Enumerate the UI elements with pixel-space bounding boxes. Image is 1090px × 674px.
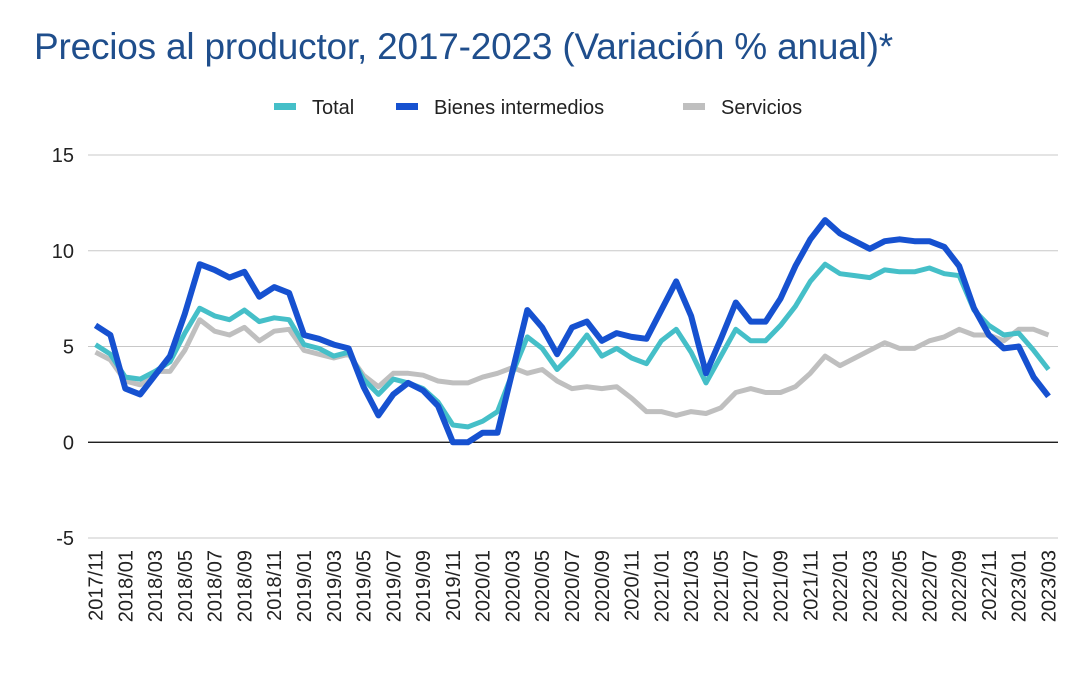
x-tick-label: 2022/09 xyxy=(949,550,971,622)
x-tick-label: 2019/05 xyxy=(354,550,376,622)
x-tick-label: 2018/07 xyxy=(205,550,227,622)
x-tick-label: 2023/03 xyxy=(1039,550,1061,622)
x-tick-label: 2018/11 xyxy=(264,550,286,621)
x-tick-label: 2020/11 xyxy=(622,550,644,621)
x-tick-label: 2018/03 xyxy=(145,550,167,622)
y-tick-label: 0 xyxy=(63,432,74,454)
legend: Total Bienes intermedios Servicios xyxy=(274,97,802,119)
x-tick-label: 2018/09 xyxy=(234,550,256,622)
x-tick-label: 2021/11 xyxy=(800,550,822,621)
x-tick-label: 2022/03 xyxy=(860,550,882,622)
x-tick-label: 2022/11 xyxy=(979,550,1001,621)
y-tick-label: 15 xyxy=(52,145,74,167)
chart-title: Precios al productor, 2017-2023 (Variaci… xyxy=(34,26,893,67)
series-line-servicios xyxy=(94,317,1050,418)
x-tick-label: 2022/01 xyxy=(830,550,852,622)
x-tick-label: 2018/01 xyxy=(115,550,137,622)
x-axis-ticks: 2017/11 2018/01 2018/03 2018/05 2018/07 2018/… xyxy=(86,550,1061,622)
legend-label-total: Total xyxy=(312,97,354,119)
x-tick-label: 2022/05 xyxy=(890,550,912,622)
x-tick-label: 2020/07 xyxy=(562,550,584,622)
x-tick-label: 2019/09 xyxy=(413,550,435,622)
x-tick-label: 2023/01 xyxy=(1009,550,1031,622)
x-tick-label: 2017/11 xyxy=(86,550,108,621)
x-tick-label: 2021/07 xyxy=(741,550,763,622)
x-tick-label: 2019/03 xyxy=(324,550,346,622)
series-line-total xyxy=(94,261,1051,430)
y-tick-label: 10 xyxy=(52,241,74,263)
x-tick-label: 2021/05 xyxy=(711,550,733,622)
y-axis-ticks: 15 10 5 0 -5 xyxy=(52,145,74,550)
x-tick-label: 2022/07 xyxy=(919,550,941,622)
x-tick-label: 2018/05 xyxy=(175,550,197,622)
x-tick-label: 2020/01 xyxy=(473,550,495,622)
x-tick-label: 2020/03 xyxy=(502,550,524,622)
x-tick-label: 2020/05 xyxy=(532,550,554,622)
legend-swatch-total xyxy=(274,103,296,110)
y-tick-label: 5 xyxy=(63,337,74,359)
x-tick-label: 2019/11 xyxy=(443,550,465,621)
y-tick-label: -5 xyxy=(56,528,74,550)
series-line-bienes-intermedios xyxy=(93,217,1051,446)
legend-label-bienes-intermedios: Bienes intermedios xyxy=(434,97,604,119)
series-lines xyxy=(93,217,1051,446)
legend-label-servicios: Servicios xyxy=(721,97,802,119)
x-tick-label: 2019/07 xyxy=(383,550,405,622)
x-tick-label: 2019/01 xyxy=(294,550,316,622)
legend-swatch-bienes-intermedios xyxy=(396,103,418,110)
x-tick-label: 2021/03 xyxy=(681,550,703,622)
x-tick-label: 2020/09 xyxy=(592,550,614,622)
x-tick-label: 2021/09 xyxy=(770,550,792,622)
x-tick-label: 2021/01 xyxy=(651,550,673,622)
legend-swatch-servicios xyxy=(683,103,705,110)
